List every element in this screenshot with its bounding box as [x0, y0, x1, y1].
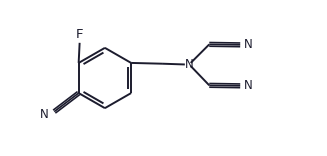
Text: N: N: [184, 58, 193, 71]
Text: N: N: [244, 79, 253, 92]
Text: N: N: [40, 108, 49, 121]
Text: N: N: [244, 38, 253, 51]
Text: F: F: [76, 27, 83, 41]
